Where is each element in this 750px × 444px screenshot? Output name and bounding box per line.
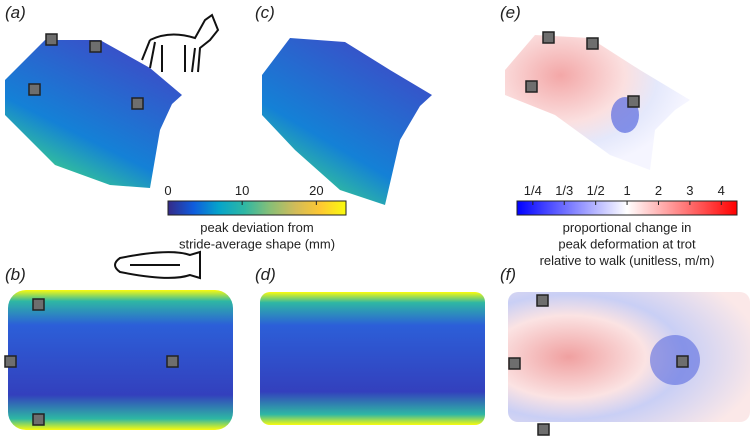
tick-label: 2 bbox=[655, 183, 662, 198]
colorbar-title: stride-average shape (mm) bbox=[179, 237, 335, 252]
tick-label: 10 bbox=[235, 183, 249, 198]
surface-f bbox=[508, 292, 750, 422]
panel-label: (c) bbox=[255, 3, 275, 22]
surface-d bbox=[260, 292, 485, 425]
top-icon bbox=[114, 250, 201, 280]
tick-label: 4 bbox=[718, 183, 725, 198]
panel-label: (b) bbox=[5, 265, 26, 284]
surface-e bbox=[505, 35, 690, 170]
surface-a bbox=[5, 40, 182, 188]
colorbar-title: peak deformation at trot bbox=[558, 237, 696, 252]
tick-label: 1/3 bbox=[555, 183, 573, 198]
tick-label: 3 bbox=[686, 183, 693, 198]
colorbar bbox=[167, 200, 347, 216]
tick-label: 1/4 bbox=[524, 183, 542, 198]
panel-label: (f) bbox=[500, 265, 516, 284]
colorbar-title: relative to walk (unitless, m/m) bbox=[540, 253, 715, 268]
markers bbox=[4, 31, 689, 436]
surface-b bbox=[8, 290, 233, 430]
tick-label: 20 bbox=[309, 183, 323, 198]
surface-f-spot bbox=[650, 335, 700, 385]
tick-label: 0 bbox=[164, 183, 171, 198]
tick-label: 1 bbox=[623, 183, 630, 198]
panel-label: (d) bbox=[255, 265, 276, 284]
panel-label: (a) bbox=[5, 3, 26, 22]
horse-icon bbox=[141, 13, 220, 73]
panel-label: (e) bbox=[500, 3, 521, 22]
colorbar-title: peak deviation from bbox=[200, 220, 313, 235]
colorbar-title: proportional change in bbox=[563, 220, 692, 235]
surface-c bbox=[262, 38, 432, 205]
tick-label: 1/2 bbox=[587, 183, 605, 198]
